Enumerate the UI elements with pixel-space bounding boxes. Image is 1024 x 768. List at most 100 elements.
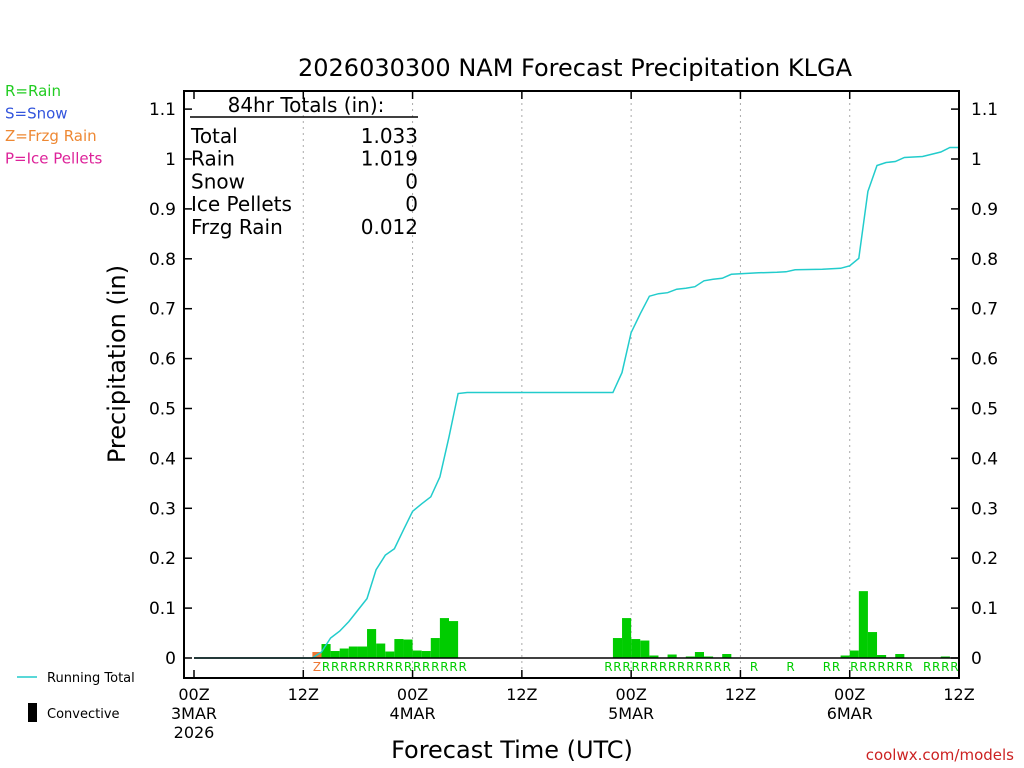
y-tick-label-right: 0.7 xyxy=(971,300,998,320)
precip-type-label: R xyxy=(905,660,913,674)
precip-bar xyxy=(631,639,641,658)
precip-type-label: R xyxy=(440,660,448,674)
precip-bar xyxy=(449,621,459,658)
precip-type-label: R xyxy=(604,660,612,674)
convective-legend: Convective xyxy=(47,707,120,722)
precip-bar xyxy=(640,640,650,658)
y-tick-label-left: 0.3 xyxy=(149,499,176,519)
precip-type-label: R xyxy=(349,660,357,674)
precip-bar xyxy=(376,643,386,658)
gridlines xyxy=(302,91,851,678)
precip-legend-entry: Z=Frzg Rain xyxy=(5,127,97,145)
y-axis-label: Precipitation (in) xyxy=(103,265,131,463)
precip-bar xyxy=(612,638,623,658)
precip-type-label: R xyxy=(331,660,339,674)
precip-legend-entry: S=Snow xyxy=(5,105,68,123)
precip-type-label: R xyxy=(923,660,931,674)
precip-type-label: R xyxy=(431,660,439,674)
x-tick-label: 12Z xyxy=(943,685,974,704)
precip-type-label: R xyxy=(823,660,831,674)
totals-row-value: 0 xyxy=(405,169,418,193)
y-axis-right: 0 0.1 0.2 0.3 0.4 0.5 0.6 0.7 0.8 0.9 1 1.1 xyxy=(951,100,998,669)
x-tick-label: 3MAR xyxy=(171,704,217,723)
totals-row-name: Frzg Rain xyxy=(191,215,283,239)
y-tick-label-left: 1.1 xyxy=(149,100,176,120)
precip-legend-entry: P=Ice Pellets xyxy=(5,150,102,168)
y-tick-label-left: 0 xyxy=(165,649,176,669)
precip-bar xyxy=(722,654,732,658)
precip-type-label: R xyxy=(704,660,712,674)
precip-bar xyxy=(403,639,413,658)
precip-type-label: R xyxy=(713,660,721,674)
x-tick-label: 12Z xyxy=(506,685,537,704)
precip-bar xyxy=(895,654,905,658)
precip-type-label: R xyxy=(377,660,385,674)
precip-bar xyxy=(348,646,358,658)
y-tick-label-right: 0.8 xyxy=(971,250,998,270)
precip-type-label: R xyxy=(887,660,895,674)
x-tick-label: 00Z xyxy=(615,685,646,704)
precip-type-label: R xyxy=(723,660,731,674)
precip-type-label: R xyxy=(668,660,676,674)
precip-type-label: R xyxy=(340,660,348,674)
y-axis-left: 0 0.1 0.2 0.3 0.4 0.5 0.6 0.7 0.8 0.9 1 1.1 xyxy=(149,100,192,669)
precip-bar xyxy=(430,638,440,658)
precip-type-label: R xyxy=(850,660,858,674)
y-tick-label-right: 0.1 xyxy=(971,599,998,619)
y-tick-label-right: 0.3 xyxy=(971,499,998,519)
x-tick-label: 12Z xyxy=(288,685,319,704)
precip-bars xyxy=(312,591,950,658)
precip-bar xyxy=(439,618,449,658)
precip-type-label: R xyxy=(422,660,430,674)
chart-title: 2026030300 NAM Forecast Precipitation KL… xyxy=(298,54,853,82)
y-tick-label-right: 1 xyxy=(971,150,982,170)
credit: coolwx.com/models xyxy=(866,746,1014,764)
precip-type-label: R xyxy=(404,660,412,674)
precip-bar xyxy=(412,650,422,658)
y-tick-label-left: 0.7 xyxy=(149,300,176,320)
totals-row-name: Snow xyxy=(191,169,245,193)
precip-type-label: R xyxy=(358,660,366,674)
totals-row-value: 1.019 xyxy=(361,147,418,171)
precip-type-label: R xyxy=(322,660,330,674)
running-total-legend: Running Total xyxy=(47,671,135,686)
precip-type-label: R xyxy=(950,660,958,674)
y-tick-label-right: 0.5 xyxy=(971,400,998,420)
precip-type-label: R xyxy=(449,660,457,674)
precip-type-label: R xyxy=(659,660,667,674)
running-total-path xyxy=(194,146,959,659)
precip-bar xyxy=(877,655,887,658)
totals-row-name: Rain xyxy=(191,147,235,171)
totals-row-name: Ice Pellets xyxy=(191,192,292,216)
x-tick-label: 00Z xyxy=(397,685,428,704)
precip-type-label: R xyxy=(750,660,758,674)
y-tick-label-left: 0.1 xyxy=(149,599,176,619)
y-tick-label-right: 0 xyxy=(971,649,982,669)
running-total-line xyxy=(194,146,959,659)
precip-type-label: R xyxy=(868,660,876,674)
precip-bar xyxy=(330,651,340,658)
precip-bar xyxy=(421,651,431,658)
precip-type-label: R xyxy=(650,660,658,674)
precip-type-label: Z xyxy=(313,660,321,674)
precip-type-legend: R=Rain S=Snow Z=Frzg Rain P=Ice Pellets xyxy=(5,82,102,168)
y-tick-label-left: 0.5 xyxy=(149,400,176,420)
precip-type-label: R xyxy=(632,660,640,674)
y-tick-label-left: 0.8 xyxy=(149,250,176,270)
totals-row-value: 0 xyxy=(405,192,418,216)
precip-type-label: R xyxy=(832,660,840,674)
precip-type-label: R xyxy=(859,660,867,674)
precip-type-label: R xyxy=(877,660,885,674)
precip-bar xyxy=(367,629,377,658)
y-tick-label-left: 1 xyxy=(165,150,176,170)
precip-type-label: R xyxy=(367,660,375,674)
x-tick-label: 12Z xyxy=(725,685,756,704)
totals-box: 84hr Totals (in): Total 1.033 Rain 1.019 Sno… xyxy=(190,93,418,239)
y-tick-label-right: 0.9 xyxy=(971,200,998,220)
precip-bar xyxy=(649,655,659,658)
precip-type-label: R xyxy=(677,660,685,674)
x-tick-label: 00Z xyxy=(834,685,865,704)
x-tick-label: 4MAR xyxy=(390,704,436,723)
precip-type-label: R xyxy=(695,660,703,674)
